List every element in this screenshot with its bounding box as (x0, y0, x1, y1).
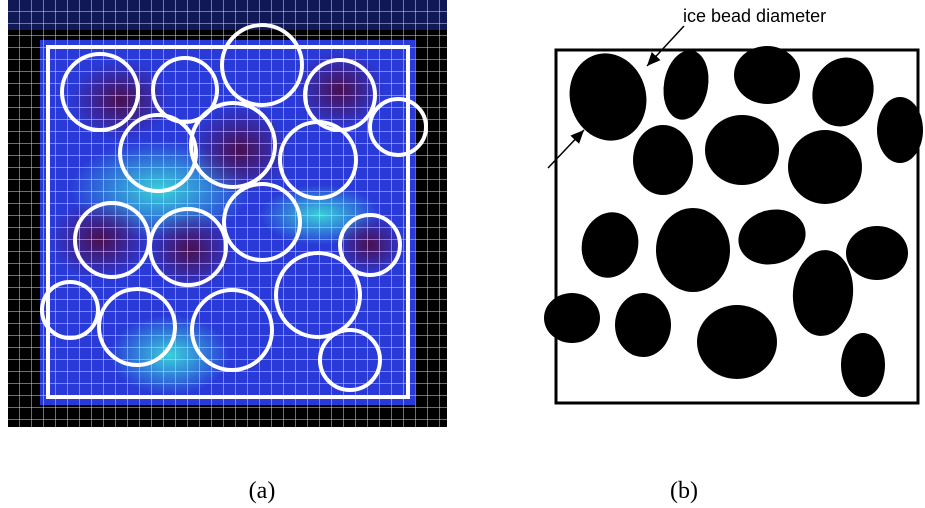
figure: (a) ice bead diameter (b) (0, 0, 925, 508)
panel-b: ice bead diameter (b) (544, 6, 923, 504)
panel-label: (a) (249, 478, 276, 504)
annotation: ice bead diameter (683, 6, 826, 26)
panel-label: (b) (670, 478, 698, 504)
panel-a: (a) (8, 0, 447, 504)
